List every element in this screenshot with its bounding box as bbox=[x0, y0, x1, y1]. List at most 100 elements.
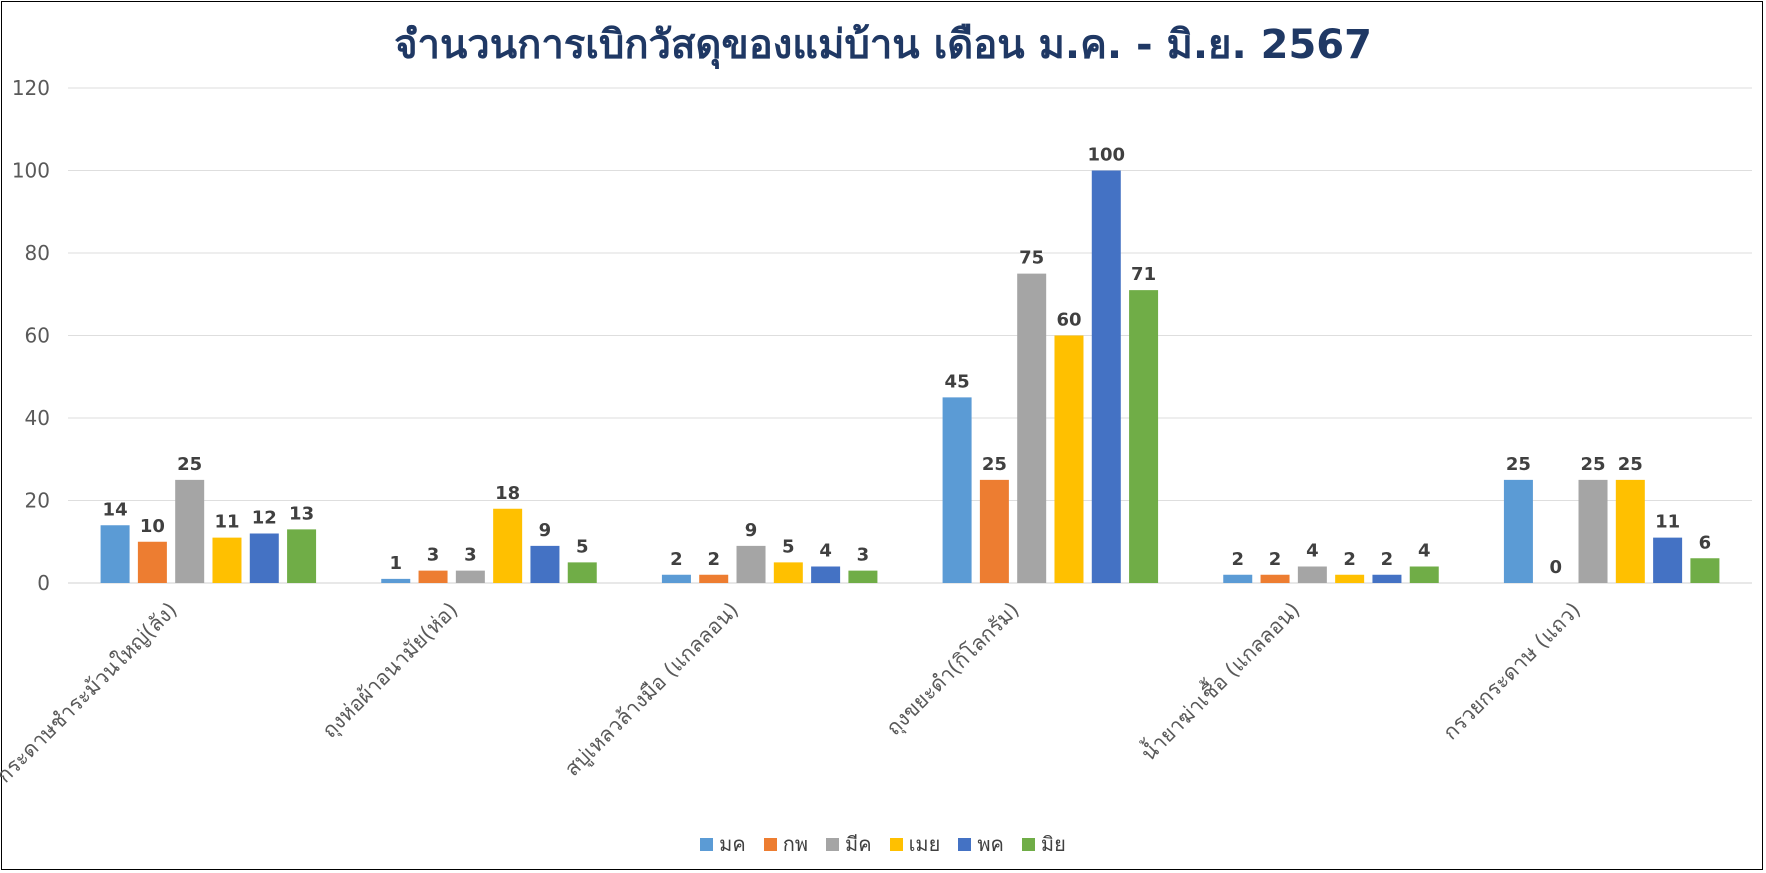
x-category-label: สบู่เหลวล้างมือ (แกลลอน) bbox=[560, 598, 744, 782]
bar bbox=[493, 508, 523, 583]
bar bbox=[567, 562, 597, 583]
bar bbox=[100, 525, 130, 583]
legend-label: เมย bbox=[908, 832, 941, 856]
data-label: 2 bbox=[670, 549, 683, 570]
legend-item: มีค bbox=[826, 828, 872, 860]
bar bbox=[1297, 566, 1327, 583]
data-label: 1 bbox=[389, 553, 402, 574]
data-label: 25 bbox=[1580, 454, 1605, 475]
data-label: 2 bbox=[1381, 549, 1394, 570]
legend-label: มิย bbox=[1040, 832, 1066, 856]
data-label: 25 bbox=[1506, 454, 1531, 475]
data-label: 13 bbox=[289, 503, 314, 524]
legend-label: มค bbox=[719, 832, 746, 856]
y-tick-label: 40 bbox=[25, 406, 50, 430]
bar bbox=[381, 578, 411, 583]
bar bbox=[1260, 574, 1290, 583]
legend-label: พค bbox=[977, 832, 1004, 856]
legend-item: มค bbox=[700, 828, 746, 860]
bar bbox=[1223, 574, 1253, 583]
legend-item: มิย bbox=[1021, 828, 1066, 860]
bar bbox=[1653, 537, 1683, 583]
data-label: 10 bbox=[140, 516, 165, 537]
legend-swatch bbox=[826, 837, 840, 851]
data-label: 6 bbox=[1699, 532, 1712, 553]
bar bbox=[811, 566, 841, 583]
legend-swatch bbox=[958, 837, 972, 851]
data-label: 100 bbox=[1087, 145, 1125, 166]
bar bbox=[1017, 273, 1047, 583]
legend-item: พค bbox=[958, 828, 1004, 860]
bar bbox=[1054, 335, 1084, 583]
bar bbox=[699, 574, 729, 583]
bar bbox=[1335, 574, 1365, 583]
x-category-label: ถุงห่อผ้าอนามัย(ห่อ) bbox=[317, 598, 463, 744]
data-label: 4 bbox=[1418, 541, 1431, 562]
bar bbox=[848, 570, 878, 583]
data-label: 2 bbox=[1231, 549, 1244, 570]
bar bbox=[1615, 479, 1645, 583]
bar bbox=[175, 479, 205, 583]
data-label: 3 bbox=[427, 545, 440, 566]
bar bbox=[530, 545, 560, 583]
bar bbox=[418, 570, 448, 583]
data-label: 3 bbox=[857, 545, 870, 566]
data-label: 5 bbox=[782, 536, 795, 557]
data-label: 3 bbox=[464, 545, 477, 566]
legend-swatch bbox=[889, 837, 903, 851]
bar bbox=[1372, 574, 1402, 583]
legend-swatch bbox=[700, 837, 714, 851]
data-label: 5 bbox=[576, 536, 589, 557]
bar bbox=[773, 562, 803, 583]
legend-item: กพ bbox=[763, 828, 808, 860]
bar bbox=[287, 529, 317, 583]
y-tick-label: 120 bbox=[12, 76, 50, 100]
data-label: 9 bbox=[745, 520, 758, 541]
data-label: 12 bbox=[252, 508, 277, 529]
legend-swatch bbox=[1021, 837, 1035, 851]
bar bbox=[736, 545, 766, 583]
data-label: 2 bbox=[1343, 549, 1356, 570]
bar bbox=[1129, 290, 1159, 583]
bar bbox=[249, 533, 279, 583]
data-label: 2 bbox=[1269, 549, 1282, 570]
data-label: 71 bbox=[1131, 264, 1156, 285]
data-label: 75 bbox=[1019, 248, 1044, 269]
chart-legend: มค กพ มีค เมย พค มิย bbox=[0, 828, 1766, 860]
data-label: 18 bbox=[495, 483, 520, 504]
y-tick-label: 60 bbox=[25, 324, 50, 348]
bar bbox=[661, 574, 691, 583]
x-category-label: กระดาษชำระม้วนใหญ่(ลัง) bbox=[0, 598, 182, 788]
data-label: 25 bbox=[982, 454, 1007, 475]
data-label: 9 bbox=[539, 520, 552, 541]
y-tick-label: 80 bbox=[25, 241, 50, 265]
bar bbox=[212, 537, 242, 583]
data-label: 4 bbox=[819, 541, 832, 562]
y-tick-label: 0 bbox=[37, 571, 50, 595]
bar bbox=[1578, 479, 1608, 583]
bar bbox=[1503, 479, 1533, 583]
data-label: 11 bbox=[214, 512, 239, 533]
legend-item: เมย bbox=[889, 828, 941, 860]
data-label: 4 bbox=[1306, 541, 1319, 562]
data-label: 25 bbox=[1618, 454, 1643, 475]
data-label: 60 bbox=[1056, 310, 1081, 331]
data-label: 25 bbox=[177, 454, 202, 475]
y-tick-label: 100 bbox=[12, 159, 50, 183]
bar bbox=[979, 479, 1009, 583]
bar bbox=[137, 541, 167, 583]
y-tick-label: 20 bbox=[25, 489, 50, 513]
data-label: 0 bbox=[1549, 557, 1562, 578]
legend-swatch bbox=[763, 837, 777, 851]
data-label: 14 bbox=[103, 499, 128, 520]
x-category-label: น้ำยาฆ่าเชื้อ (แกลลอน) bbox=[1134, 595, 1304, 765]
data-label: 2 bbox=[707, 549, 720, 570]
x-category-label: ถุงขยะดำ(กิโลกรัม) bbox=[881, 598, 1024, 741]
data-label: 11 bbox=[1655, 512, 1680, 533]
bar bbox=[1409, 566, 1439, 583]
chart-title: จำนวนการเบิกวัสดุของแม่บ้าน เดือน ม.ค. -… bbox=[394, 22, 1372, 68]
x-category-label: กรวยกระดาษ (แถว) bbox=[1438, 598, 1585, 745]
bar bbox=[455, 570, 485, 583]
